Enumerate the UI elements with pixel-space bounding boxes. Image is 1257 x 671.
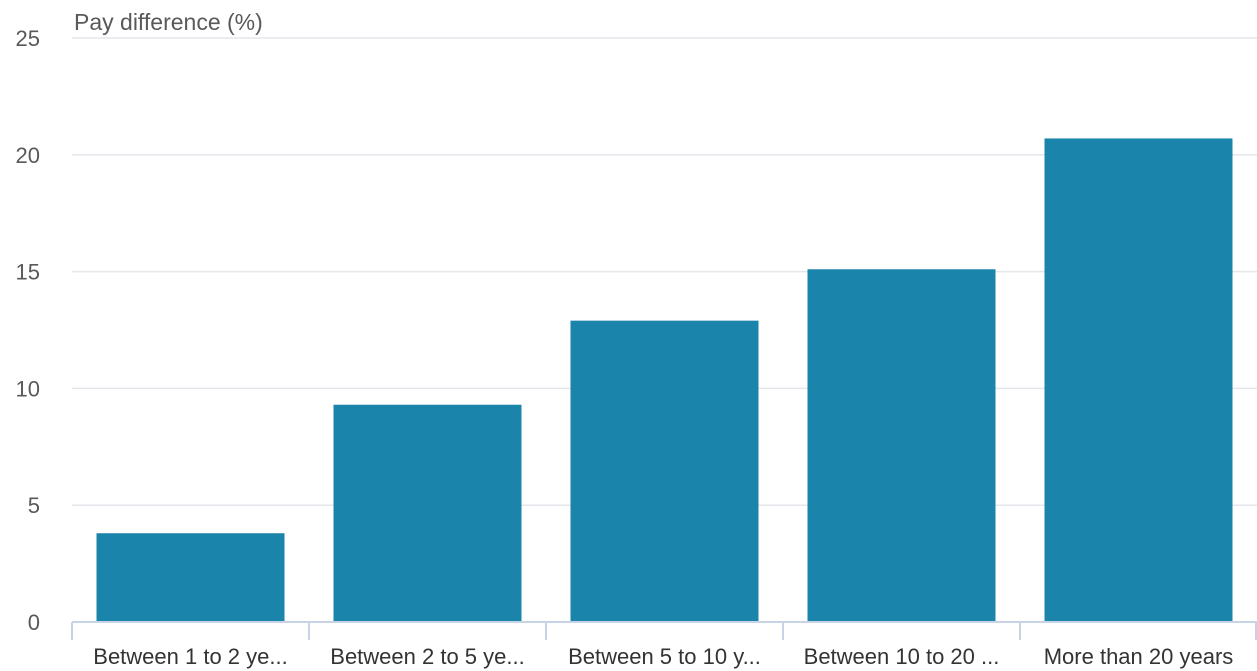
x-category-label: Between 1 to 2 ye... (93, 644, 287, 669)
y-tick-label: 10 (16, 376, 40, 401)
bar (333, 404, 522, 622)
bar (1044, 138, 1233, 622)
x-category-label: Between 2 to 5 ye... (330, 644, 524, 669)
y-tick-label: 20 (16, 143, 40, 168)
x-category-label: Between 5 to 10 y... (568, 644, 761, 669)
y-axis-label: Pay difference (%) (74, 9, 263, 35)
bar (807, 269, 996, 622)
bar (96, 533, 285, 622)
y-tick-label: 0 (28, 610, 40, 635)
y-tick-label: 25 (16, 26, 40, 51)
x-category-label: More than 20 years (1044, 644, 1234, 669)
x-axis (71, 621, 1257, 640)
x-category-label: Between 10 to 20 ... (804, 644, 1000, 669)
y-tick-label: 15 (16, 260, 40, 285)
bar (570, 320, 759, 622)
y-tick-label: 5 (28, 493, 40, 518)
x-axis-categories: Between 1 to 2 ye... Between 2 to 5 ye...… (93, 644, 1233, 669)
bars (96, 138, 1233, 622)
y-axis-ticks: 0 5 10 15 20 25 (16, 26, 40, 635)
